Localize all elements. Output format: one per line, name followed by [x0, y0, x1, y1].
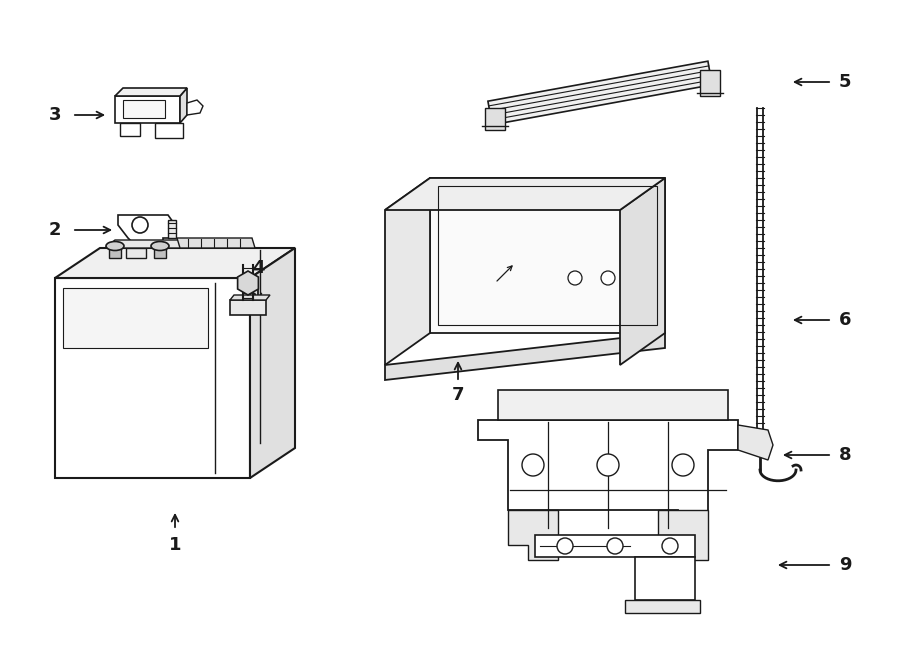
Polygon shape [478, 420, 738, 530]
Ellipse shape [151, 242, 169, 250]
Text: 5: 5 [839, 73, 851, 91]
Circle shape [672, 454, 694, 476]
Polygon shape [123, 100, 165, 118]
Polygon shape [385, 178, 665, 210]
Text: 4: 4 [252, 259, 265, 277]
Polygon shape [738, 425, 773, 460]
Polygon shape [625, 600, 700, 613]
Polygon shape [55, 278, 250, 478]
Polygon shape [385, 333, 665, 380]
Polygon shape [63, 288, 208, 348]
Polygon shape [115, 96, 180, 123]
Polygon shape [620, 178, 665, 365]
Polygon shape [155, 123, 183, 138]
Text: 3: 3 [49, 106, 61, 124]
Circle shape [597, 454, 619, 476]
Polygon shape [250, 248, 295, 478]
Polygon shape [126, 248, 146, 258]
Polygon shape [105, 240, 250, 248]
Polygon shape [109, 246, 121, 258]
Polygon shape [635, 557, 695, 600]
Polygon shape [55, 248, 295, 278]
Polygon shape [485, 108, 505, 130]
Polygon shape [118, 215, 173, 248]
Polygon shape [430, 178, 665, 333]
Text: 9: 9 [839, 556, 851, 574]
Polygon shape [385, 178, 430, 365]
Polygon shape [498, 390, 728, 420]
Text: 7: 7 [452, 386, 464, 404]
Polygon shape [230, 300, 266, 315]
Polygon shape [488, 61, 712, 125]
Polygon shape [658, 510, 708, 560]
Ellipse shape [106, 242, 124, 250]
Circle shape [568, 271, 582, 285]
Polygon shape [187, 100, 203, 115]
Text: 1: 1 [169, 536, 181, 554]
Polygon shape [120, 123, 140, 136]
Circle shape [607, 538, 623, 554]
Polygon shape [177, 238, 255, 248]
Circle shape [557, 538, 573, 554]
Circle shape [601, 271, 615, 285]
Text: 2: 2 [49, 221, 61, 239]
Circle shape [662, 538, 678, 554]
Polygon shape [180, 88, 187, 123]
Polygon shape [700, 70, 720, 96]
Polygon shape [154, 246, 166, 258]
Polygon shape [508, 510, 558, 560]
Text: 8: 8 [839, 446, 851, 464]
Circle shape [132, 217, 148, 233]
Polygon shape [230, 295, 270, 300]
Text: 6: 6 [839, 311, 851, 329]
Polygon shape [168, 220, 176, 238]
Polygon shape [535, 535, 695, 557]
Polygon shape [115, 88, 187, 96]
Circle shape [522, 454, 544, 476]
Polygon shape [238, 271, 258, 295]
